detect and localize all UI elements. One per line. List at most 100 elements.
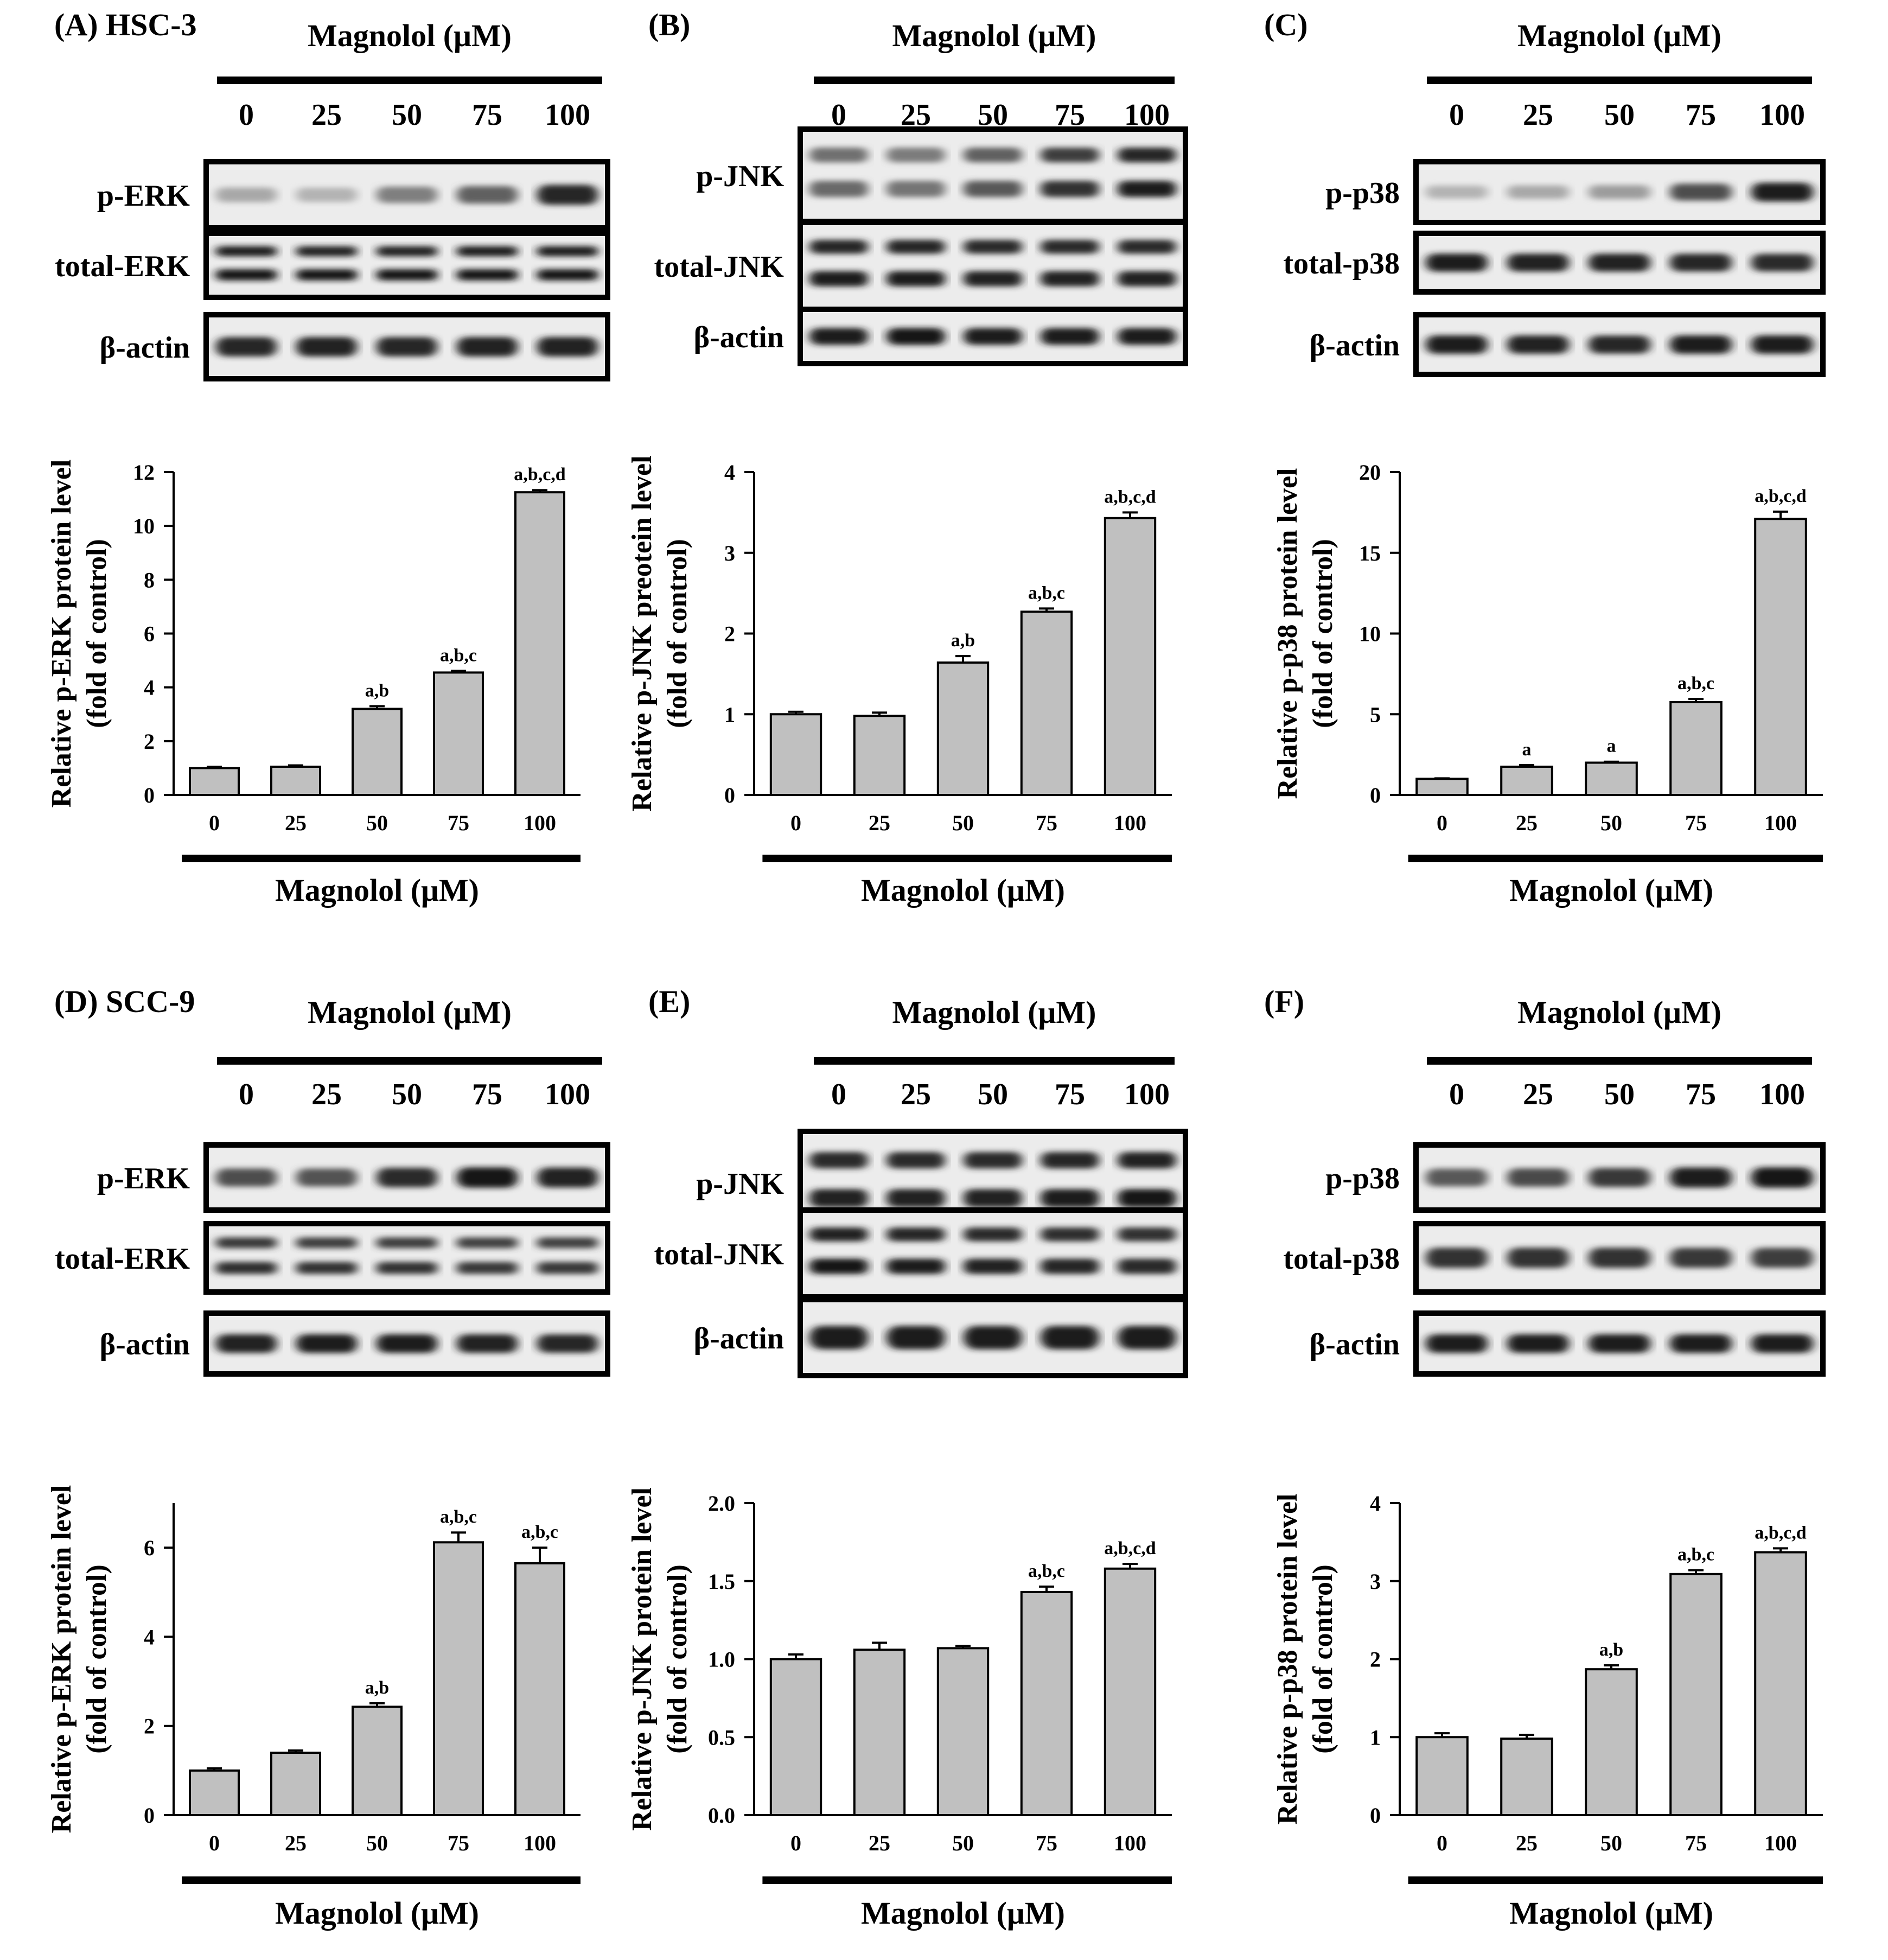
x-treatment-line bbox=[762, 855, 1172, 862]
band-upper bbox=[964, 240, 1022, 254]
band bbox=[1589, 253, 1650, 272]
blot-label: p-ERK bbox=[97, 1162, 190, 1195]
band bbox=[1751, 1334, 1813, 1353]
blot-1: total-p38 bbox=[1283, 231, 1826, 295]
bar-chart: 0 2 4 6 8 10 12 Relative p-ERK protein level (fo… bbox=[46, 460, 581, 908]
blot-label: p-p38 bbox=[1325, 176, 1400, 210]
blot-frame bbox=[798, 126, 1188, 224]
band-upper bbox=[886, 1152, 945, 1169]
bar bbox=[1104, 1567, 1157, 1816]
significance-label: a,b,c bbox=[1677, 1545, 1714, 1565]
panel-C: (C) Magnolol (μM)0 25 50 75 100p-p38total-p38… bbox=[1264, 7, 1826, 908]
x-tick-label: 0 bbox=[1437, 811, 1447, 835]
y-tick-label: 4 bbox=[1370, 1491, 1381, 1516]
concentration-label: 50 bbox=[392, 1078, 422, 1111]
bar bbox=[1585, 761, 1638, 796]
band bbox=[456, 1334, 518, 1353]
y-tick-label: 0 bbox=[144, 783, 155, 807]
concentration-label: 0 bbox=[831, 1078, 846, 1111]
band-upper bbox=[537, 1237, 598, 1249]
band-lower bbox=[964, 1189, 1022, 1207]
band bbox=[1507, 1168, 1569, 1187]
blot-label: p-JNK bbox=[696, 1167, 784, 1201]
bar bbox=[769, 1658, 822, 1816]
x-tick-label: 75 bbox=[448, 1831, 469, 1855]
bar bbox=[1669, 1573, 1723, 1816]
blot-2: β-actin bbox=[100, 312, 610, 381]
bar bbox=[936, 1647, 990, 1816]
treatment-line bbox=[217, 77, 602, 84]
bar bbox=[352, 1706, 403, 1816]
panel-label: (A) HSC-3 bbox=[54, 7, 197, 42]
y-tick-label: 3 bbox=[724, 541, 735, 565]
concentration-label: 25 bbox=[1523, 98, 1553, 132]
bar bbox=[352, 708, 403, 797]
band bbox=[1589, 1168, 1650, 1187]
x-treatment-line bbox=[182, 1876, 581, 1884]
panel-label: (B) bbox=[648, 7, 690, 42]
y-tick-label: 10 bbox=[133, 514, 155, 538]
band-lower bbox=[1118, 1258, 1176, 1274]
band bbox=[1670, 1167, 1732, 1188]
y-axis-label: Relative p-JNK protein level bbox=[627, 1487, 658, 1831]
band-upper bbox=[964, 1227, 1022, 1242]
treatment-label: Magnolol (μM) bbox=[892, 995, 1096, 1030]
treatment-label: Magnolol (μM) bbox=[308, 18, 512, 53]
significance-label: a,b,c bbox=[440, 1507, 477, 1527]
panel-label: (C) bbox=[1264, 7, 1308, 42]
band-upper bbox=[886, 1227, 945, 1242]
blot-1: total-p38 bbox=[1283, 1221, 1826, 1295]
x-axis-label: Magnolol (μM) bbox=[275, 1895, 479, 1931]
panel-label: (D) SCC-9 bbox=[54, 984, 195, 1019]
y-tick-label: 1 bbox=[724, 702, 735, 727]
x-tick-label: 25 bbox=[869, 1831, 890, 1855]
bar bbox=[270, 1752, 321, 1816]
y-tick-label: 8 bbox=[144, 568, 155, 592]
concentration-label: 75 bbox=[472, 1078, 502, 1111]
bar bbox=[1415, 1736, 1469, 1816]
band bbox=[1426, 1334, 1488, 1353]
x-tick-label: 50 bbox=[952, 1831, 974, 1855]
y-axis-label: Relative p-JNK preotein level bbox=[627, 455, 658, 811]
blot-0: p-p38 bbox=[1325, 159, 1826, 225]
band-upper bbox=[1118, 240, 1176, 254]
x-treatment-line bbox=[762, 1876, 1172, 1884]
y-axis-label: (fold of control) bbox=[81, 1564, 112, 1754]
band bbox=[1670, 335, 1732, 354]
x-axis-label: Magnolol (μM) bbox=[861, 873, 1065, 908]
band bbox=[809, 328, 868, 345]
band-lower bbox=[537, 1262, 598, 1274]
band-lower bbox=[1041, 181, 1099, 198]
bar bbox=[514, 1562, 565, 1816]
band bbox=[537, 336, 598, 357]
band-lower bbox=[809, 1189, 868, 1207]
significance-label: a,b,c,d bbox=[1755, 486, 1807, 506]
band bbox=[215, 1168, 277, 1187]
band-upper bbox=[456, 246, 518, 257]
y-tick-label: 20 bbox=[1359, 460, 1381, 485]
x-tick-label: 0 bbox=[790, 1831, 801, 1855]
panel-label: (F) bbox=[1264, 984, 1304, 1019]
blot-frame bbox=[798, 220, 1188, 312]
band-upper bbox=[296, 246, 358, 257]
y-axis-label: Relative p-p38 protein level bbox=[1272, 1494, 1303, 1825]
concentration-label: 75 bbox=[1686, 98, 1716, 132]
y-tick-label: 12 bbox=[133, 460, 155, 485]
band bbox=[1751, 1248, 1813, 1268]
x-axis-label: Magnolol (μM) bbox=[275, 873, 479, 908]
blot-2: β-actin bbox=[694, 1297, 1188, 1378]
y-tick-label: 10 bbox=[1359, 622, 1381, 646]
concentration-label: 100 bbox=[1759, 98, 1805, 132]
band bbox=[809, 1326, 868, 1350]
y-tick-label: 1 bbox=[1370, 1725, 1381, 1749]
band-lower bbox=[886, 1189, 945, 1207]
x-tick-label: 50 bbox=[366, 1831, 388, 1855]
y-tick-label: 0 bbox=[1370, 1803, 1381, 1828]
concentration-label: 100 bbox=[545, 1078, 590, 1111]
band-lower bbox=[809, 1258, 868, 1274]
significance-label: a,b bbox=[365, 680, 389, 701]
blot-1: total-ERK bbox=[55, 231, 610, 300]
band bbox=[215, 1334, 277, 1353]
blot-0: p-ERK bbox=[97, 159, 610, 231]
blot-label: β-actin bbox=[694, 1322, 784, 1356]
